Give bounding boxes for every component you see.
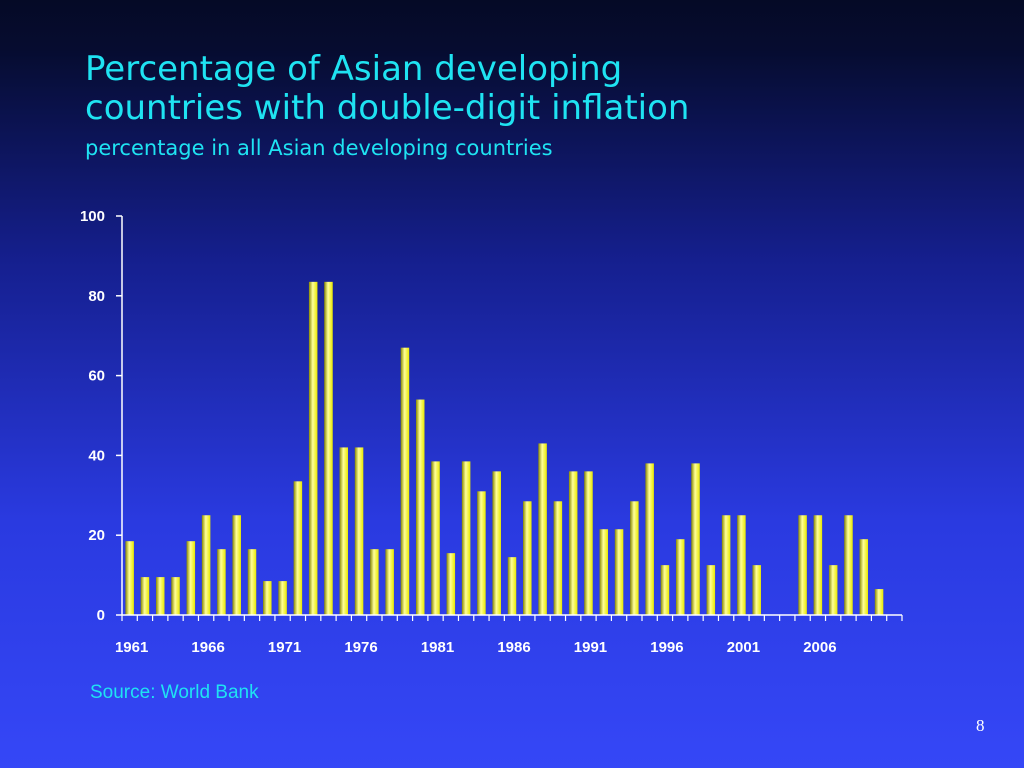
bar-2000 — [721, 515, 731, 615]
bar-1974 — [324, 281, 333, 615]
bar-1990 — [568, 471, 578, 615]
bar-2006 — [813, 515, 823, 615]
bar-2009 — [859, 539, 869, 615]
x-tick-label-1991: 1991 — [574, 639, 607, 656]
bar-1986 — [507, 557, 517, 615]
x-tick-label-1996: 1996 — [650, 639, 683, 656]
bar-1984 — [477, 491, 486, 615]
bar-2002 — [752, 565, 761, 616]
bar-1975 — [339, 447, 349, 615]
bar-1982 — [446, 553, 456, 615]
bar-1973 — [308, 281, 318, 615]
bar-1985 — [492, 471, 501, 615]
bar-1977 — [370, 549, 379, 615]
y-tick-label-100: 100 — [80, 208, 105, 225]
bar-1968 — [232, 515, 241, 615]
bar-1965 — [186, 541, 196, 615]
bar-2007 — [828, 565, 838, 616]
bar-1995 — [645, 463, 654, 615]
bar-1970 — [263, 581, 272, 615]
bar-2010 — [874, 589, 884, 615]
bar-1991 — [584, 471, 593, 615]
x-tick-label-1971: 1971 — [268, 639, 301, 656]
slide-title: Percentage of Asian developing countries… — [85, 50, 689, 128]
bar-1978 — [385, 549, 394, 615]
bar-1999 — [706, 565, 716, 616]
y-tick-label-20: 20 — [88, 527, 105, 544]
bar-1997 — [675, 539, 685, 615]
bar-1993 — [614, 529, 624, 615]
source-note: Source: World Bank — [90, 682, 259, 703]
bar-1964 — [171, 577, 180, 615]
x-tick-label-2006: 2006 — [803, 639, 836, 656]
x-tick-label-1961: 1961 — [115, 639, 148, 656]
x-tick-label-2001: 2001 — [727, 639, 760, 656]
bar-1994 — [630, 501, 639, 615]
bar-1980 — [415, 399, 425, 615]
y-tick-label-40: 40 — [88, 447, 105, 464]
bar-1979 — [400, 347, 410, 615]
y-tick-label-80: 80 — [88, 288, 105, 305]
bar-2001 — [737, 515, 746, 615]
bar-1983 — [461, 461, 471, 615]
y-tick-label-60: 60 — [88, 368, 105, 385]
bar-1961 — [125, 541, 134, 615]
bar-1966 — [201, 515, 211, 615]
bar-1976 — [354, 447, 364, 615]
bar-1972 — [293, 481, 303, 615]
bar-1963 — [155, 577, 165, 615]
bar-1992 — [599, 529, 609, 615]
bar-1996 — [660, 565, 670, 616]
bar-1987 — [523, 501, 532, 615]
title-line-2: countries with double-digit inflation — [85, 88, 690, 128]
slide-subtitle: percentage in all Asian developing count… — [85, 136, 553, 160]
title-line-1: Percentage of Asian developing — [85, 49, 623, 89]
bar-2008 — [844, 515, 853, 615]
bar-1971 — [278, 581, 287, 615]
bar-1989 — [553, 501, 563, 615]
y-tick-label-0: 0 — [97, 607, 105, 624]
bar-1988 — [538, 443, 547, 615]
bar-1962 — [140, 577, 150, 615]
bar-1967 — [217, 549, 226, 615]
x-tick-label-1986: 1986 — [497, 639, 530, 656]
bar-2005 — [798, 515, 807, 615]
page-number: 8 — [976, 716, 985, 735]
bar-1981 — [431, 461, 440, 615]
bar-1969 — [247, 549, 257, 615]
x-tick-label-1976: 1976 — [344, 639, 377, 656]
bar-1998 — [691, 463, 700, 615]
x-tick-label-1966: 1966 — [191, 639, 224, 656]
x-tick-label-1981: 1981 — [421, 639, 454, 656]
